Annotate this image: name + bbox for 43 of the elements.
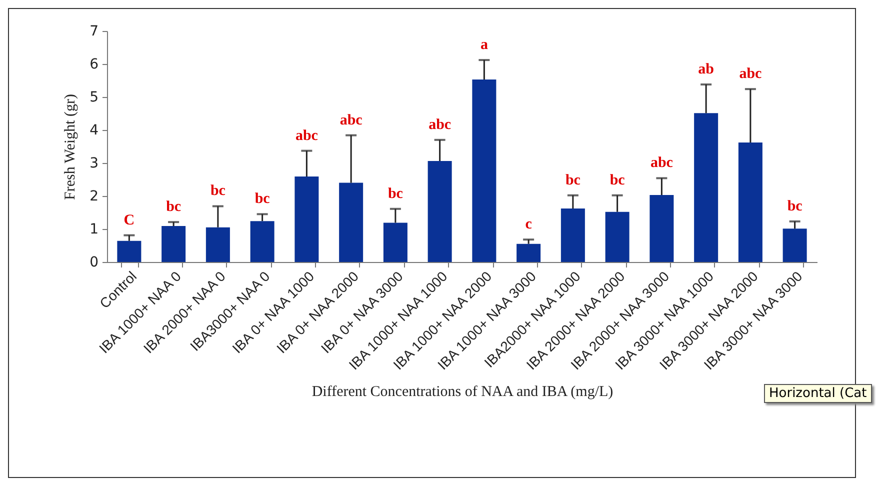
annotation: c [525, 216, 532, 233]
bar [472, 80, 496, 262]
bar [694, 113, 718, 262]
bar [782, 228, 807, 262]
bar [650, 195, 674, 262]
bar [383, 222, 408, 262]
bar [117, 240, 142, 262]
y-tick-label: 4 [90, 122, 99, 138]
bar [516, 244, 541, 262]
y-tick-label: 2 [90, 188, 98, 204]
bar [605, 212, 630, 262]
bar [560, 208, 585, 262]
y-tick-label: 0 [90, 254, 98, 270]
annotation: bc [166, 199, 182, 216]
bar [206, 227, 230, 262]
x-axis-title: Different Concentrations of NAA and IBA (mg/L) [312, 384, 614, 400]
annotation: abc [428, 116, 452, 133]
annotation: a [480, 37, 488, 54]
y-tick-label: 1 [90, 222, 98, 238]
annotation: abc [650, 155, 674, 172]
annotation: ab [698, 61, 714, 78]
annotation: C [124, 212, 135, 228]
y-tick-label: 3 [90, 156, 98, 172]
y-tick-label: 7 [90, 24, 98, 40]
y-axis-title: Fresh Weight (gr) [62, 94, 79, 200]
y-tick-label: 5 [90, 90, 98, 106]
bar [162, 226, 186, 262]
bar [339, 182, 364, 262]
annotation: bc [254, 191, 270, 208]
text: Horizontal (Cat [764, 384, 872, 403]
annotation: bc [565, 172, 581, 188]
bar [294, 176, 319, 262]
bar [250, 221, 274, 262]
annotation: abc [739, 66, 762, 82]
bar [428, 161, 452, 262]
bar [738, 142, 762, 262]
annotation: bc [787, 198, 803, 214]
annotation: abc [295, 128, 318, 144]
annotation: bc [610, 172, 626, 188]
y-tick-label: 6 [90, 56, 99, 72]
annotation: bc [388, 186, 404, 202]
annotation: bc [210, 183, 226, 200]
annotation: abc [340, 112, 363, 128]
